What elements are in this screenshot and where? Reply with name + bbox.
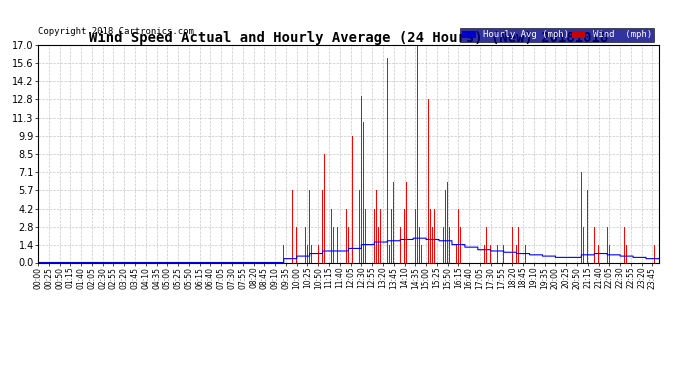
Legend: Hourly Avg (mph), Wind  (mph): Hourly Avg (mph), Wind (mph) (460, 28, 654, 42)
Text: Copyright 2018 Cartronics.com: Copyright 2018 Cartronics.com (38, 27, 194, 36)
Title: Wind Speed Actual and Hourly Average (24 Hours) (New) 20181018: Wind Speed Actual and Hourly Average (24… (89, 31, 608, 45)
